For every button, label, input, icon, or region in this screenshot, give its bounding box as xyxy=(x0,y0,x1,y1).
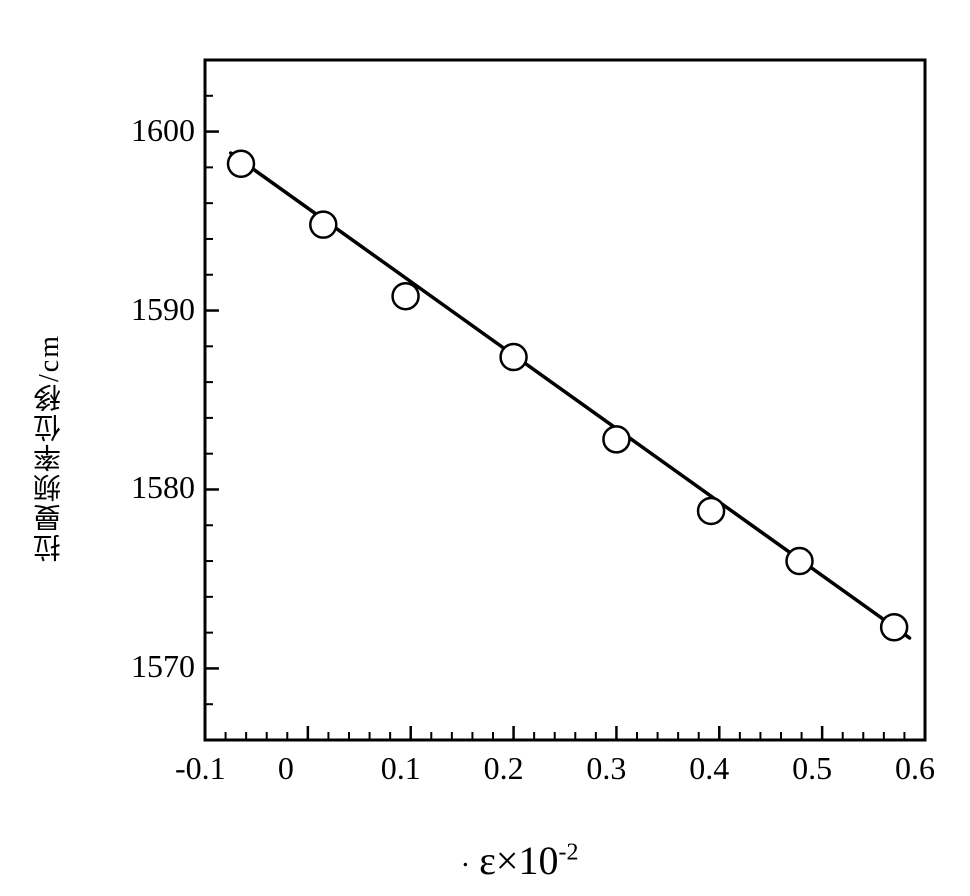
x-tick-label: 0.5 xyxy=(792,750,832,787)
x-tick-label: 0.1 xyxy=(381,750,421,787)
x-tick-label: 0 xyxy=(278,750,294,787)
figure: 拉曼频率位移/cm . ε×10-2 -0.100.10.20.30.40.50… xyxy=(0,0,970,896)
y-tick-label: 1590 xyxy=(105,291,195,328)
x-tick-label: 0.6 xyxy=(895,750,935,787)
y-tick-label: 1570 xyxy=(105,648,195,685)
x-tick-label: 0.3 xyxy=(586,750,626,787)
x-tick-label: -0.1 xyxy=(175,750,226,787)
x-tick-label: 0.2 xyxy=(484,750,524,787)
x-tick-label: 0.4 xyxy=(689,750,729,787)
y-tick-label: 1580 xyxy=(105,469,195,506)
y-tick-label: 1600 xyxy=(105,112,195,149)
